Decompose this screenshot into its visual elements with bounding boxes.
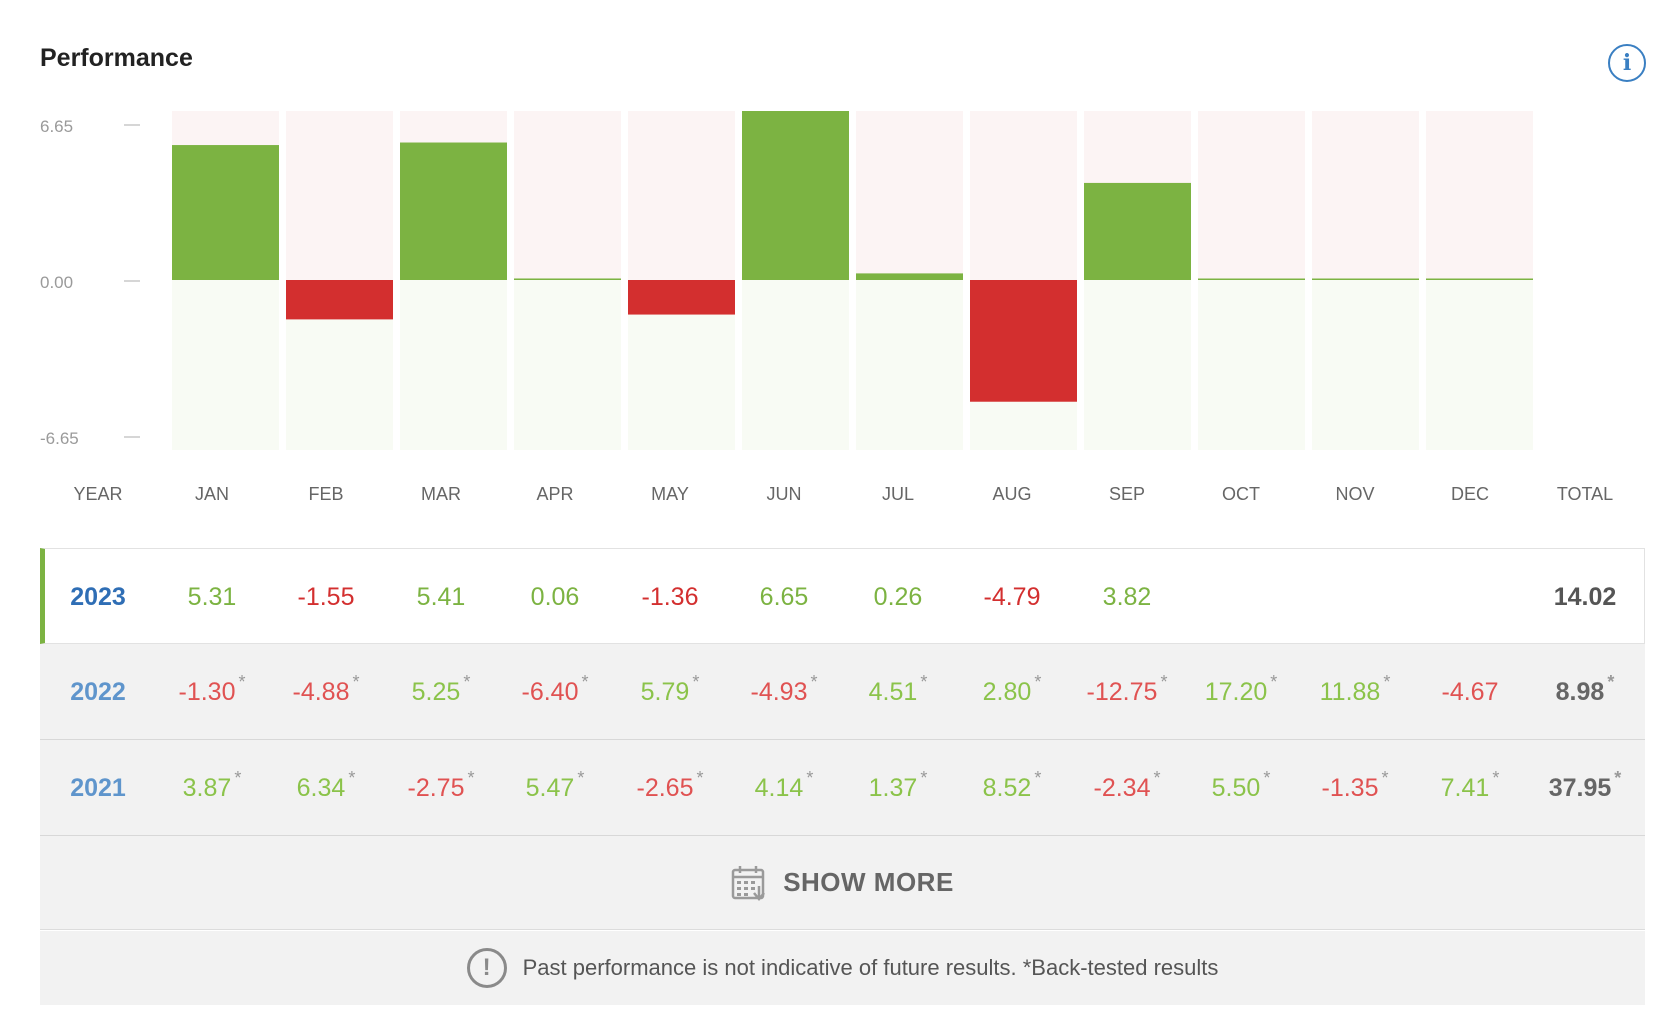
month-value: -4.79	[983, 583, 1041, 611]
month-value: -2.65 *	[636, 768, 704, 802]
month-value: 4.14 *	[754, 768, 814, 802]
month-value: 1.37 *	[868, 768, 928, 802]
performance-table: 2023 5.31 -1.55 5.41 0.06 -1.36 6.65 0.26 -4.79 3…	[40, 548, 1645, 836]
month-value: 0.06	[530, 583, 580, 611]
month-value: 4.51 *	[868, 672, 928, 706]
bar-background-upper	[856, 111, 963, 280]
info-icon[interactable]: i	[1608, 44, 1646, 82]
bar-background-upper	[514, 111, 621, 280]
column-header-oct: OCT	[1222, 484, 1260, 504]
month-value: 17.20 *	[1204, 672, 1278, 706]
year-label[interactable]: 2022	[70, 678, 126, 706]
year-total: 8.98 *	[1555, 672, 1615, 706]
bar-background-lower	[172, 280, 279, 450]
bar-aug	[970, 280, 1077, 402]
bar-background-lower	[514, 280, 621, 450]
performance-chart: 6.65 0.00 -6.65	[40, 111, 1533, 450]
bar-background-lower	[742, 280, 849, 450]
month-value: 5.50 *	[1211, 768, 1271, 802]
year-label[interactable]: 2021	[70, 774, 126, 802]
bar-oct	[1198, 278, 1305, 280]
month-value: -1.36	[641, 583, 699, 611]
bar-jan	[172, 145, 279, 280]
bar-background-lower	[856, 280, 963, 450]
bar-mar	[400, 142, 507, 280]
bar-may	[628, 280, 735, 315]
month-value: 11.88 *	[1319, 672, 1391, 706]
column-header-apr: APR	[536, 484, 574, 504]
month-value: 0.26	[873, 583, 923, 611]
column-headers: YEAR JAN FEB MAR APR MAY JUN JUL AUG SEP OCT NOV DEC…	[40, 484, 1645, 514]
month-value: 5.41	[416, 583, 466, 611]
show-more-button[interactable]: SHOW MORE	[40, 836, 1645, 930]
bar-background-upper	[1198, 111, 1305, 280]
disclaimer: ! Past performance is not indicative of …	[40, 931, 1645, 1005]
show-more-label: SHOW MORE	[783, 867, 954, 897]
month-value: -1.35 *	[1321, 768, 1389, 802]
month-value: -12.75 *	[1086, 672, 1168, 706]
bar-background-lower	[1084, 280, 1191, 450]
bar-background-upper	[1426, 111, 1533, 280]
month-value: 7.41 *	[1440, 768, 1500, 802]
year-row-2023[interactable]: 2023 5.31 -1.55 5.41 0.06 -1.36 6.65 0.26 -4.79 3…	[40, 548, 1645, 644]
year-label[interactable]: 2023	[70, 583, 126, 611]
bar-nov	[1312, 278, 1419, 280]
month-value: 5.25 *	[411, 672, 471, 706]
bar-background-upper	[970, 111, 1077, 280]
bar-background-lower	[1198, 280, 1305, 450]
y-tick-label: 6.65	[40, 117, 73, 136]
month-value: -4.88 *	[292, 672, 360, 706]
month-value: -6.40 *	[521, 672, 589, 706]
column-header-nov: NOV	[1335, 484, 1375, 504]
column-header-jun: JUN	[766, 484, 802, 504]
bar-background-upper	[1312, 111, 1419, 280]
month-value: 5.31	[187, 583, 237, 611]
month-value: 2.80 *	[982, 672, 1042, 706]
month-value: 6.34 *	[296, 768, 356, 802]
bar-background-lower	[400, 280, 507, 450]
month-value: 5.47 *	[525, 768, 585, 802]
bar-jun	[742, 111, 849, 280]
bar-sep	[1084, 182, 1191, 280]
bar-background-lower	[1312, 280, 1419, 450]
month-value: 3.82	[1102, 583, 1152, 611]
bar-apr	[514, 278, 621, 280]
column-header-dec: DEC	[1450, 484, 1490, 504]
month-value: -4.67	[1441, 678, 1499, 706]
year-total: 37.95 *	[1548, 768, 1622, 802]
page-title: Performance	[40, 44, 193, 72]
bar-feb	[286, 280, 393, 320]
month-value: -2.34 *	[1093, 768, 1161, 802]
column-header-total: TOTAL	[1556, 484, 1614, 504]
month-value: 8.52 *	[982, 768, 1042, 802]
column-header-year: YEAR	[73, 484, 123, 504]
year-row-2021[interactable]: 2021 3.87 * 6.34 * -2.75 * 5.47 * -2.65 * 4.14 * 1.37…	[40, 740, 1645, 836]
month-value: 5.79 *	[640, 672, 700, 706]
year-row-2022[interactable]: 2022 -1.30 * -4.88 * 5.25 * -6.40 * 5.79 * -4.93 * 4.…	[40, 644, 1645, 740]
month-value: -1.55	[297, 583, 355, 611]
year-total: 14.02	[1553, 583, 1617, 611]
warning-icon: !	[466, 948, 507, 988]
column-header-may: MAY	[651, 484, 689, 504]
column-header-aug: AUG	[992, 484, 1032, 504]
month-value: -2.75 *	[407, 768, 475, 802]
column-header-jul: JUL	[881, 484, 915, 504]
bar-background-upper	[628, 111, 735, 280]
bar-background-upper	[286, 111, 393, 280]
bar-jul	[856, 273, 963, 280]
calendar-icon	[731, 865, 766, 901]
y-tick-label: -6.65	[40, 429, 79, 448]
bar-dec	[1426, 278, 1533, 280]
month-value: -4.93 *	[750, 672, 818, 706]
column-header-feb: FEB	[308, 484, 344, 504]
month-value: 3.87 *	[182, 768, 242, 802]
bar-background-lower	[1426, 280, 1533, 450]
y-tick-label: 0.00	[40, 273, 73, 292]
month-value: 6.65	[759, 583, 809, 611]
month-value: -1.30 *	[178, 672, 246, 706]
column-header-sep: SEP	[1108, 484, 1146, 504]
disclaimer-text: Past performance is not indicative of fu…	[522, 955, 1219, 980]
column-header-mar: MAR	[421, 484, 461, 504]
column-header-jan: JAN	[194, 484, 230, 504]
